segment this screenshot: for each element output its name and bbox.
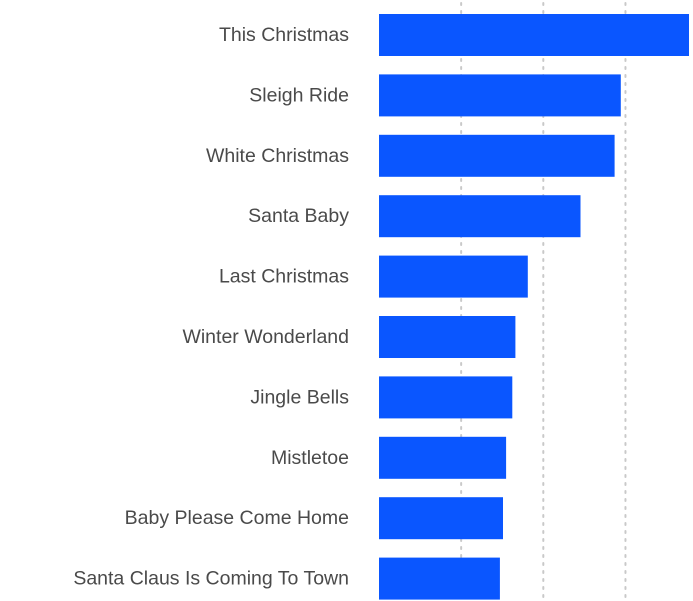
bar-6 xyxy=(379,316,516,358)
bar-8 xyxy=(379,436,507,479)
category-label-7: Jingle Bells xyxy=(250,386,349,408)
bar-9 xyxy=(379,497,503,540)
category-label-8: Mistletoe xyxy=(271,447,349,469)
category-label-4: Santa Baby xyxy=(248,205,349,227)
category-label-10: Santa Claus Is Coming To Town xyxy=(73,568,349,590)
bar-1 xyxy=(379,14,689,56)
bar-4 xyxy=(379,195,581,238)
bars xyxy=(379,14,689,600)
category-label-6: Winter Wonderland xyxy=(182,326,349,348)
category-label-9: Baby Please Come Home xyxy=(125,507,349,529)
bar-5 xyxy=(379,255,528,298)
category-labels: This Christmas Sleigh Ride White Christmas… xyxy=(73,24,349,590)
bar-7 xyxy=(379,376,513,419)
category-label-5: Last Christmas xyxy=(219,266,349,288)
bar-10 xyxy=(379,557,500,600)
bar-2 xyxy=(379,74,621,117)
category-label-1: This Christmas xyxy=(219,24,349,46)
bar-3 xyxy=(379,134,615,177)
category-label-2: Sleigh Ride xyxy=(249,84,349,106)
category-label-3: White Christmas xyxy=(206,145,349,167)
